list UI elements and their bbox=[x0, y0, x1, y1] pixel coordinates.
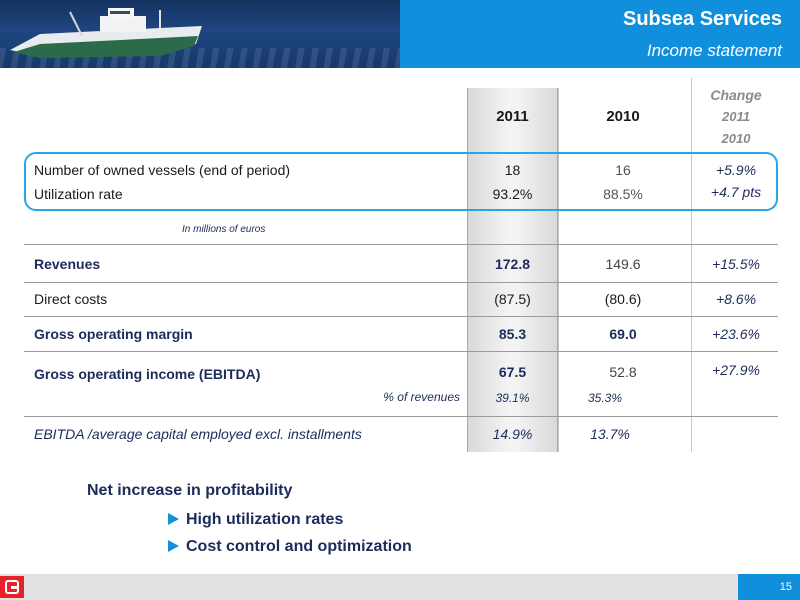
column-2011-highlight bbox=[467, 88, 558, 452]
ebitda-2010: 52.8 bbox=[609, 364, 637, 380]
header-change: Change bbox=[710, 87, 762, 103]
gross-margin-2011: 85.3 bbox=[498, 326, 527, 342]
direct-costs-2010: (80.6) bbox=[604, 291, 642, 307]
ebitda-capital-2011: 14.9% bbox=[492, 426, 533, 442]
revenues-2011: 172.8 bbox=[494, 256, 531, 272]
header-change-year1: 2011 bbox=[722, 109, 750, 124]
units-note: In millions of euros bbox=[182, 224, 266, 235]
pct-revenues-2010: 35.3% bbox=[587, 391, 623, 405]
summary-bullet: Cost control and optimization bbox=[168, 538, 412, 556]
vessels-2010: 16 bbox=[615, 162, 631, 178]
direct-costs-label: Direct costs bbox=[34, 291, 108, 307]
row-divider bbox=[24, 351, 778, 352]
row-divider bbox=[24, 316, 778, 317]
row-divider bbox=[24, 244, 778, 245]
ebitda-label: Gross operating income (EBITDA) bbox=[34, 366, 261, 382]
bullet-text: High utilization rates bbox=[186, 511, 344, 528]
row-divider bbox=[24, 282, 778, 283]
header-change-year2: 2010 bbox=[721, 131, 751, 146]
direct-costs-2011: (87.5) bbox=[494, 291, 531, 307]
slide-title: Subsea Services bbox=[623, 8, 782, 30]
utilization-label: Utilization rate bbox=[34, 186, 123, 202]
revenues-2010: 149.6 bbox=[605, 256, 641, 272]
triangle-bullet-icon bbox=[168, 540, 179, 552]
ebitda-change: +27.9% bbox=[712, 362, 760, 378]
divider-2010 bbox=[558, 88, 559, 452]
gross-margin-label: Gross operating margin bbox=[34, 326, 193, 342]
utilization-2010: 88.5% bbox=[603, 186, 643, 202]
triangle-bullet-icon bbox=[168, 513, 179, 525]
pct-revenues-label: % of revenues bbox=[383, 390, 460, 404]
summary-bullet: High utilization rates bbox=[168, 511, 343, 529]
header-2010: 2010 bbox=[606, 108, 640, 125]
gross-margin-2010: 69.0 bbox=[609, 326, 637, 342]
summary-headline: Net increase in profitability bbox=[87, 482, 293, 499]
direct-costs-change: +8.6% bbox=[715, 291, 757, 307]
pct-revenues-2011: 39.1% bbox=[495, 391, 530, 405]
vessels-label: Number of owned vessels (end of period) bbox=[34, 162, 291, 178]
header-2011: 2011 bbox=[496, 108, 529, 125]
revenues-label: Revenues bbox=[34, 256, 101, 272]
revenues-change: +15.5% bbox=[712, 256, 760, 272]
divider-change bbox=[691, 78, 692, 452]
ebitda-capital-label: EBITDA /average capital employed excl. i… bbox=[34, 426, 362, 442]
ebitda-capital-2010: 13.7% bbox=[590, 426, 630, 442]
bullet-text: Cost control and optimization bbox=[186, 538, 412, 555]
slide-subtitle: Income statement bbox=[646, 41, 782, 60]
row-divider bbox=[24, 416, 778, 417]
vessels-2011: 18 bbox=[504, 162, 521, 178]
vessel-photo bbox=[0, 0, 400, 68]
footer-bar bbox=[0, 574, 800, 600]
vessels-change: +5.9% bbox=[715, 162, 757, 178]
company-logo-icon bbox=[0, 576, 24, 598]
ebitda-2011: 67.5 bbox=[498, 364, 527, 380]
utilization-change: +4.7 pts bbox=[710, 184, 762, 200]
page-number: 15 bbox=[738, 574, 800, 600]
title-panel: Subsea Services Income statement bbox=[400, 0, 800, 68]
header-banner: Subsea Services Income statement bbox=[0, 0, 800, 68]
utilization-2011: 93.2% bbox=[492, 186, 533, 202]
gross-margin-change: +23.6% bbox=[712, 326, 760, 342]
operations-highlight-box bbox=[24, 152, 778, 211]
ship-icon bbox=[10, 8, 202, 58]
